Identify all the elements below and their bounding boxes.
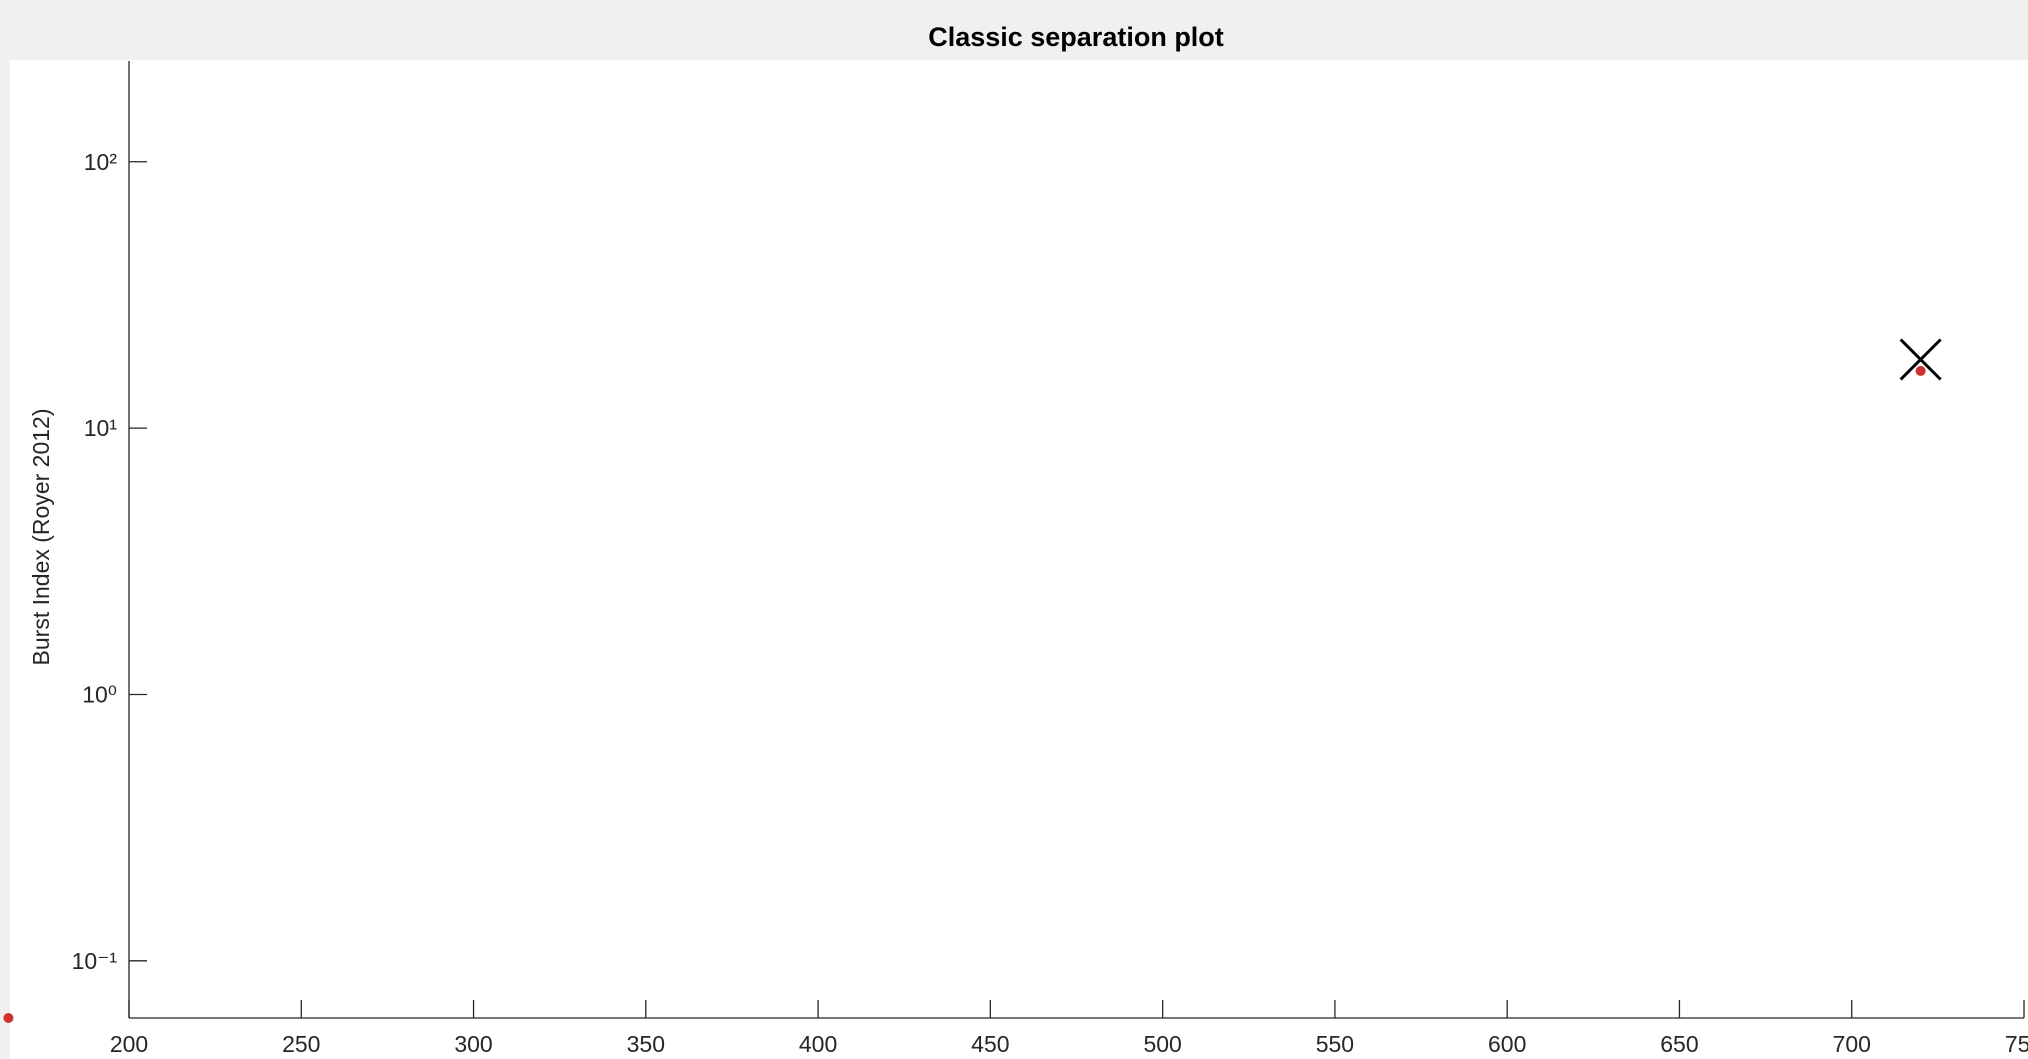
y-tick-label: 10⁻¹ [72, 948, 118, 974]
y-axis-label: Burst Index (Royer 2012) [28, 409, 54, 666]
panel-background [10, 60, 2028, 1059]
chart-title: Classic separation plot [928, 22, 1224, 52]
point [1915, 365, 1926, 376]
point [3, 1013, 14, 1023]
x-tick-label: 750 [2005, 1031, 2028, 1057]
x-tick-label: 450 [971, 1031, 1009, 1057]
x-tick-label: 200 [110, 1031, 148, 1057]
x-tick-label: 500 [1143, 1031, 1181, 1057]
x-tick-label: 400 [799, 1031, 837, 1057]
y-tick-label: 10⁰ [82, 682, 117, 708]
y-tick-label: 10¹ [84, 415, 118, 441]
x-tick-label: 600 [1488, 1031, 1526, 1057]
x-tick-label: 300 [454, 1031, 492, 1057]
x-tick-label: 350 [627, 1031, 665, 1057]
x-tick-label: 650 [1660, 1031, 1698, 1057]
x-marker [1899, 338, 1942, 381]
x-marker-stroke [1899, 338, 1942, 381]
x-tick-label: 700 [1833, 1031, 1871, 1057]
x-tick-label: 550 [1316, 1031, 1354, 1057]
x-tick-label: 250 [282, 1031, 320, 1057]
y-tick-label: 10² [84, 149, 118, 175]
